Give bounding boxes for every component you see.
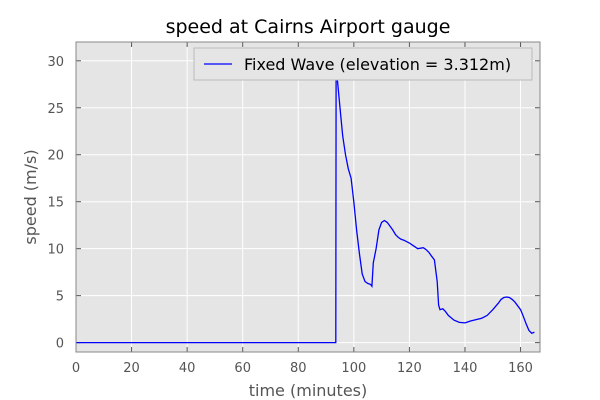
- y-tick-label: 15: [47, 196, 64, 211]
- y-tick-label: 25: [47, 102, 64, 117]
- x-tick-label: 60: [234, 361, 251, 376]
- y-axis-label: speed (m/s): [21, 149, 40, 244]
- axis-ticks: 0 20 40 60 80 100 120 140 160 0 5 10 15 20 25 30: [47, 42, 540, 376]
- x-tick-label: 160: [508, 361, 533, 376]
- x-tick-label: 40: [179, 361, 196, 376]
- y-tick-label: 5: [56, 290, 64, 305]
- legend-label: Fixed Wave (elevation = 3.312m): [244, 55, 511, 74]
- series-line: [76, 74, 535, 344]
- x-tick-label: 140: [453, 361, 478, 376]
- x-tick-label: 100: [341, 361, 366, 376]
- x-tick-label: 80: [290, 361, 307, 376]
- plot-frame: [75, 41, 541, 353]
- y-tick-label: 30: [47, 55, 64, 70]
- chart-title: speed at Cairns Airport gauge: [166, 16, 451, 38]
- series-layer: [76, 74, 535, 344]
- y-tick-label: 10: [47, 243, 64, 258]
- x-axis-label: time (minutes): [249, 381, 367, 400]
- legend: Fixed Wave (elevation = 3.312m): [193, 47, 533, 81]
- legend-box: [193, 47, 533, 81]
- x-tick-label: 120: [397, 361, 422, 376]
- x-tick-label: 20: [123, 361, 140, 376]
- x-tick-label: 0: [72, 361, 80, 376]
- y-tick-label: 0: [56, 337, 64, 352]
- plot-area: [76, 42, 540, 352]
- y-tick-label: 20: [47, 149, 64, 164]
